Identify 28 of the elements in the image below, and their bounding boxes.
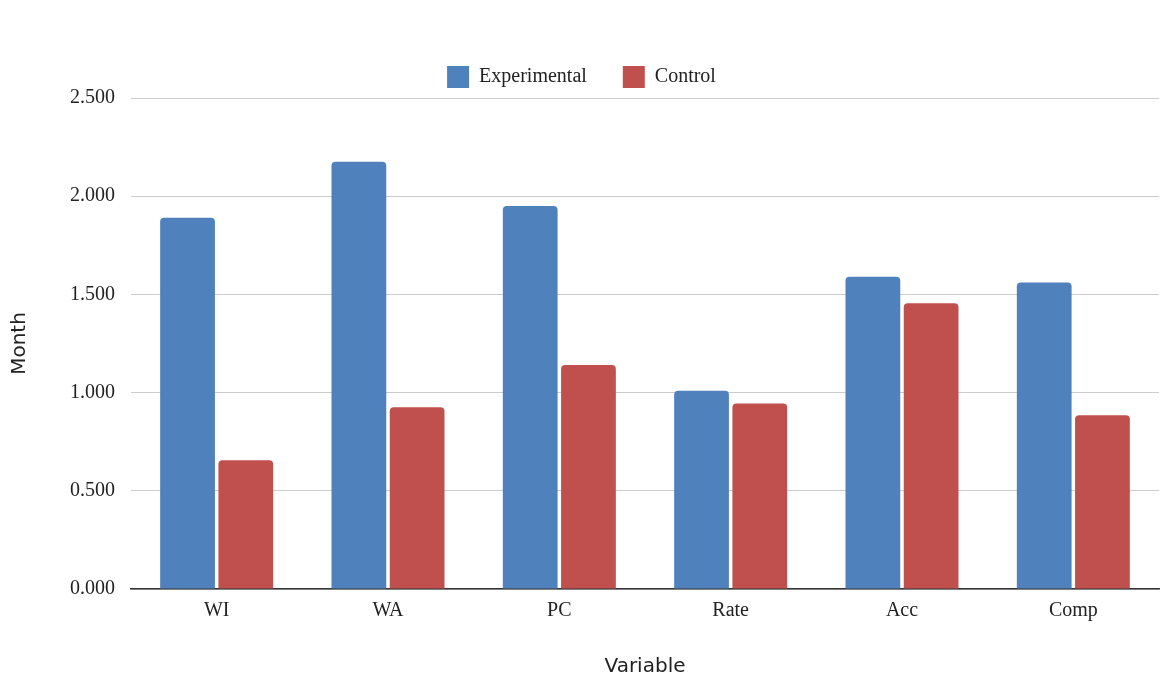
y-tick-label: 1.500 xyxy=(70,281,115,304)
y-tick-label: 0.500 xyxy=(70,478,115,501)
legend-label: Control xyxy=(654,64,717,87)
x-tick-label: WI xyxy=(203,598,230,621)
bar xyxy=(1075,415,1130,589)
bar xyxy=(732,403,788,589)
y-axis-title: Month xyxy=(6,312,31,375)
x-axis-title: Variable xyxy=(604,653,686,678)
x-tick-label: Comp xyxy=(1048,598,1098,622)
bar xyxy=(1016,282,1072,589)
bar xyxy=(561,365,616,589)
y-tick-label: 2.000 xyxy=(70,183,115,206)
y-tick-label: 2.500 xyxy=(70,85,115,108)
legend-label: Experimental xyxy=(479,64,588,88)
x-tick-label: Rate xyxy=(712,598,750,621)
bar xyxy=(331,161,387,589)
bar xyxy=(160,217,215,589)
x-tick-label: WA xyxy=(372,598,405,621)
bar xyxy=(218,460,274,589)
x-tick-label: PC xyxy=(547,598,572,621)
bar xyxy=(502,206,558,589)
bar xyxy=(845,276,901,589)
y-tick-label: 1.000 xyxy=(70,379,115,402)
bar xyxy=(389,407,445,589)
bar xyxy=(903,303,959,589)
y-tick-label: 0.000 xyxy=(70,576,115,599)
bar xyxy=(674,390,729,589)
x-tick-label: Acc xyxy=(885,598,919,621)
